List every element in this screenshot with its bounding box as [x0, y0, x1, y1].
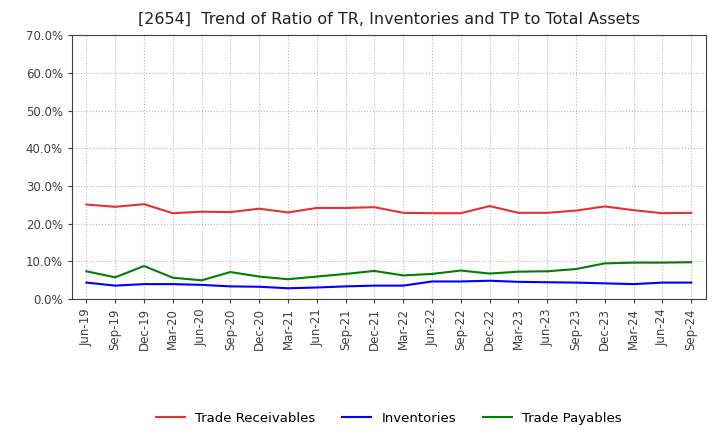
Trade Receivables [399, 210, 408, 216]
Trade Receivables [312, 205, 321, 211]
Inventories [140, 282, 148, 287]
Inventories [197, 282, 206, 287]
Trade Payables [341, 271, 350, 277]
Line: Trade Receivables: Trade Receivables [86, 204, 691, 213]
Trade Receivables [485, 203, 494, 209]
Trade Payables [284, 277, 292, 282]
Trade Receivables [168, 211, 177, 216]
Trade Receivables [658, 211, 667, 216]
Trade Receivables [456, 211, 465, 216]
Trade Payables [456, 268, 465, 273]
Inventories [514, 279, 523, 285]
Trade Receivables [140, 202, 148, 207]
Inventories [111, 283, 120, 288]
Trade Payables [428, 271, 436, 277]
Inventories [456, 279, 465, 284]
Inventories [428, 279, 436, 284]
Trade Receivables [197, 209, 206, 214]
Inventories [312, 285, 321, 290]
Trade Payables [629, 260, 638, 265]
Inventories [543, 279, 552, 285]
Trade Payables [687, 260, 696, 265]
Trade Receivables [82, 202, 91, 207]
Trade Payables [140, 264, 148, 269]
Trade Payables [543, 269, 552, 274]
Trade Receivables [572, 208, 580, 213]
Inventories [399, 283, 408, 288]
Trade Payables [485, 271, 494, 276]
Trade Receivables [600, 204, 609, 209]
Trade Payables [312, 274, 321, 279]
Trade Payables [226, 269, 235, 275]
Inventories [168, 282, 177, 287]
Inventories [226, 284, 235, 289]
Inventories [370, 283, 379, 288]
Trade Payables [370, 268, 379, 274]
Trade Receivables [284, 210, 292, 215]
Trade Receivables [111, 204, 120, 209]
Line: Trade Payables: Trade Payables [86, 262, 691, 280]
Trade Payables [255, 274, 264, 279]
Line: Inventories: Inventories [86, 281, 691, 288]
Trade Payables [514, 269, 523, 274]
Inventories [284, 286, 292, 291]
Inventories [629, 282, 638, 287]
Inventories [600, 281, 609, 286]
Trade Receivables [226, 209, 235, 215]
Trade Payables [82, 269, 91, 274]
Trade Receivables [514, 210, 523, 216]
Trade Payables [600, 261, 609, 266]
Trade Payables [658, 260, 667, 265]
Title: [2654]  Trend of Ratio of TR, Inventories and TP to Total Assets: [2654] Trend of Ratio of TR, Inventories… [138, 12, 640, 27]
Trade Receivables [428, 211, 436, 216]
Trade Payables [399, 273, 408, 278]
Inventories [687, 280, 696, 285]
Trade Payables [168, 275, 177, 280]
Trade Receivables [629, 208, 638, 213]
Trade Payables [572, 266, 580, 271]
Trade Receivables [543, 210, 552, 216]
Inventories [82, 280, 91, 285]
Inventories [485, 278, 494, 283]
Trade Receivables [341, 205, 350, 211]
Trade Receivables [370, 205, 379, 210]
Inventories [658, 280, 667, 285]
Legend: Trade Receivables, Inventories, Trade Payables: Trade Receivables, Inventories, Trade Pa… [150, 406, 627, 430]
Trade Receivables [255, 206, 264, 211]
Inventories [341, 284, 350, 289]
Trade Payables [197, 278, 206, 283]
Trade Receivables [687, 210, 696, 216]
Trade Payables [111, 275, 120, 280]
Inventories [572, 280, 580, 285]
Inventories [255, 284, 264, 290]
